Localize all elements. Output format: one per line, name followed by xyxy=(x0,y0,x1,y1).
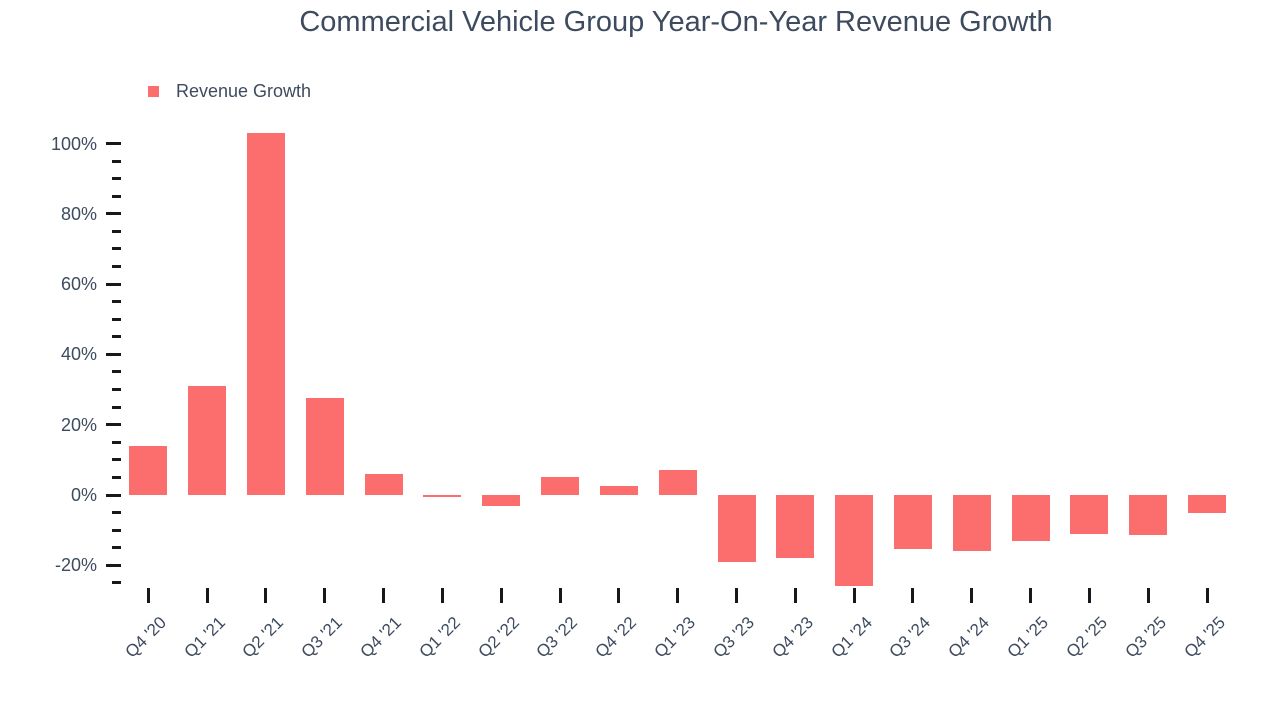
bar xyxy=(188,386,227,495)
x-axis-label: Q3 '24 xyxy=(885,613,935,662)
x-axis-label: Q2 '25 xyxy=(1062,613,1111,662)
x-axis-label: Q4 '21 xyxy=(356,613,406,662)
x-axis-label: Q3 '22 xyxy=(533,613,582,662)
y-minor-tick xyxy=(112,317,121,321)
x-axis-label: Q1 '25 xyxy=(1003,613,1053,662)
bar xyxy=(1011,495,1050,541)
bar xyxy=(776,495,815,559)
x-tick xyxy=(911,588,915,603)
bar xyxy=(482,495,521,506)
x-tick xyxy=(1029,588,1033,603)
bar xyxy=(952,495,991,552)
x-tick xyxy=(1087,588,1091,603)
x-axis-label: Q2 '21 xyxy=(238,613,288,662)
x-tick xyxy=(499,588,503,603)
x-tick xyxy=(205,588,209,603)
x-tick xyxy=(264,588,268,603)
x-axis-label: Q2 '22 xyxy=(474,613,523,662)
bar xyxy=(717,495,756,562)
y-minor-tick xyxy=(112,388,121,392)
y-minor-tick xyxy=(112,528,121,532)
y-minor-tick xyxy=(112,194,121,198)
legend-swatch-icon xyxy=(148,86,159,97)
y-major-tick xyxy=(106,423,121,427)
x-axis-label: Q1 '24 xyxy=(827,613,876,662)
y-minor-tick xyxy=(112,247,121,251)
y-major-tick xyxy=(106,142,121,146)
x-tick xyxy=(793,588,797,603)
x-axis-label: Q4 '20 xyxy=(121,613,170,662)
x-tick xyxy=(1146,588,1150,603)
bar xyxy=(658,470,697,495)
x-axis-label: Q3 '25 xyxy=(1121,613,1170,662)
legend-label: Revenue Growth xyxy=(176,81,312,101)
bar xyxy=(423,495,462,497)
legend: Revenue Growth xyxy=(148,81,311,102)
x-tick xyxy=(558,588,562,603)
x-axis-label: Q4 '25 xyxy=(1180,613,1229,662)
bar xyxy=(1188,495,1227,513)
y-minor-tick xyxy=(112,546,121,550)
y-minor-tick xyxy=(112,581,121,585)
x-axis-label: Q4 '22 xyxy=(591,613,641,662)
y-tick-label: 60% xyxy=(60,274,97,295)
bar xyxy=(541,477,580,495)
y-minor-tick xyxy=(112,475,121,479)
chart-title: Commercial Vehicle Group Year-On-Year Re… xyxy=(299,6,1053,38)
x-tick xyxy=(735,588,738,603)
bar xyxy=(893,495,932,550)
x-tick xyxy=(323,588,327,603)
bar xyxy=(835,495,874,587)
x-tick xyxy=(440,588,444,603)
y-minor-tick xyxy=(112,265,121,269)
y-minor-tick xyxy=(112,177,121,181)
x-axis-label: Q1 '22 xyxy=(415,613,464,662)
x-axis-label: Q3 '23 xyxy=(709,613,758,662)
x-tick xyxy=(1205,588,1209,603)
bar xyxy=(129,445,168,495)
y-minor-tick xyxy=(112,229,121,233)
y-tick-label: -20% xyxy=(54,555,97,576)
y-minor-tick xyxy=(112,335,121,339)
y-tick-label: 20% xyxy=(60,414,97,435)
y-minor-tick xyxy=(112,370,121,374)
y-tick-label: 0% xyxy=(70,485,97,505)
y-tick-label: 80% xyxy=(60,203,97,224)
x-axis-label: Q4 '24 xyxy=(944,613,994,662)
bar xyxy=(305,398,344,495)
y-minor-tick xyxy=(112,440,121,444)
x-axis-label: Q4 '23 xyxy=(768,613,817,662)
x-tick xyxy=(146,588,150,603)
bar xyxy=(246,133,285,495)
y-tick-label: 40% xyxy=(60,344,97,365)
bar xyxy=(1070,495,1109,534)
y-minor-tick xyxy=(112,511,121,515)
y-major-tick xyxy=(106,212,121,216)
y-minor-tick xyxy=(112,458,121,462)
x-tick xyxy=(676,588,680,603)
x-axis-label: Q1 '23 xyxy=(650,613,700,662)
x-axis-label: Q3 '21 xyxy=(297,613,347,662)
bar xyxy=(599,486,638,495)
x-tick xyxy=(970,588,974,603)
x-tick xyxy=(852,588,856,603)
y-minor-tick xyxy=(112,300,121,304)
bar xyxy=(1129,495,1168,536)
y-minor-tick xyxy=(112,405,121,409)
y-major-tick xyxy=(106,352,121,356)
x-tick xyxy=(382,588,386,603)
y-major-tick xyxy=(106,282,121,286)
x-tick xyxy=(617,588,621,603)
y-tick-label: 100% xyxy=(50,133,97,154)
x-axis-label: Q1 '21 xyxy=(180,613,229,662)
y-major-tick xyxy=(106,563,121,567)
y-minor-tick xyxy=(112,159,121,163)
y-major-tick xyxy=(106,493,121,497)
bar xyxy=(364,473,403,495)
